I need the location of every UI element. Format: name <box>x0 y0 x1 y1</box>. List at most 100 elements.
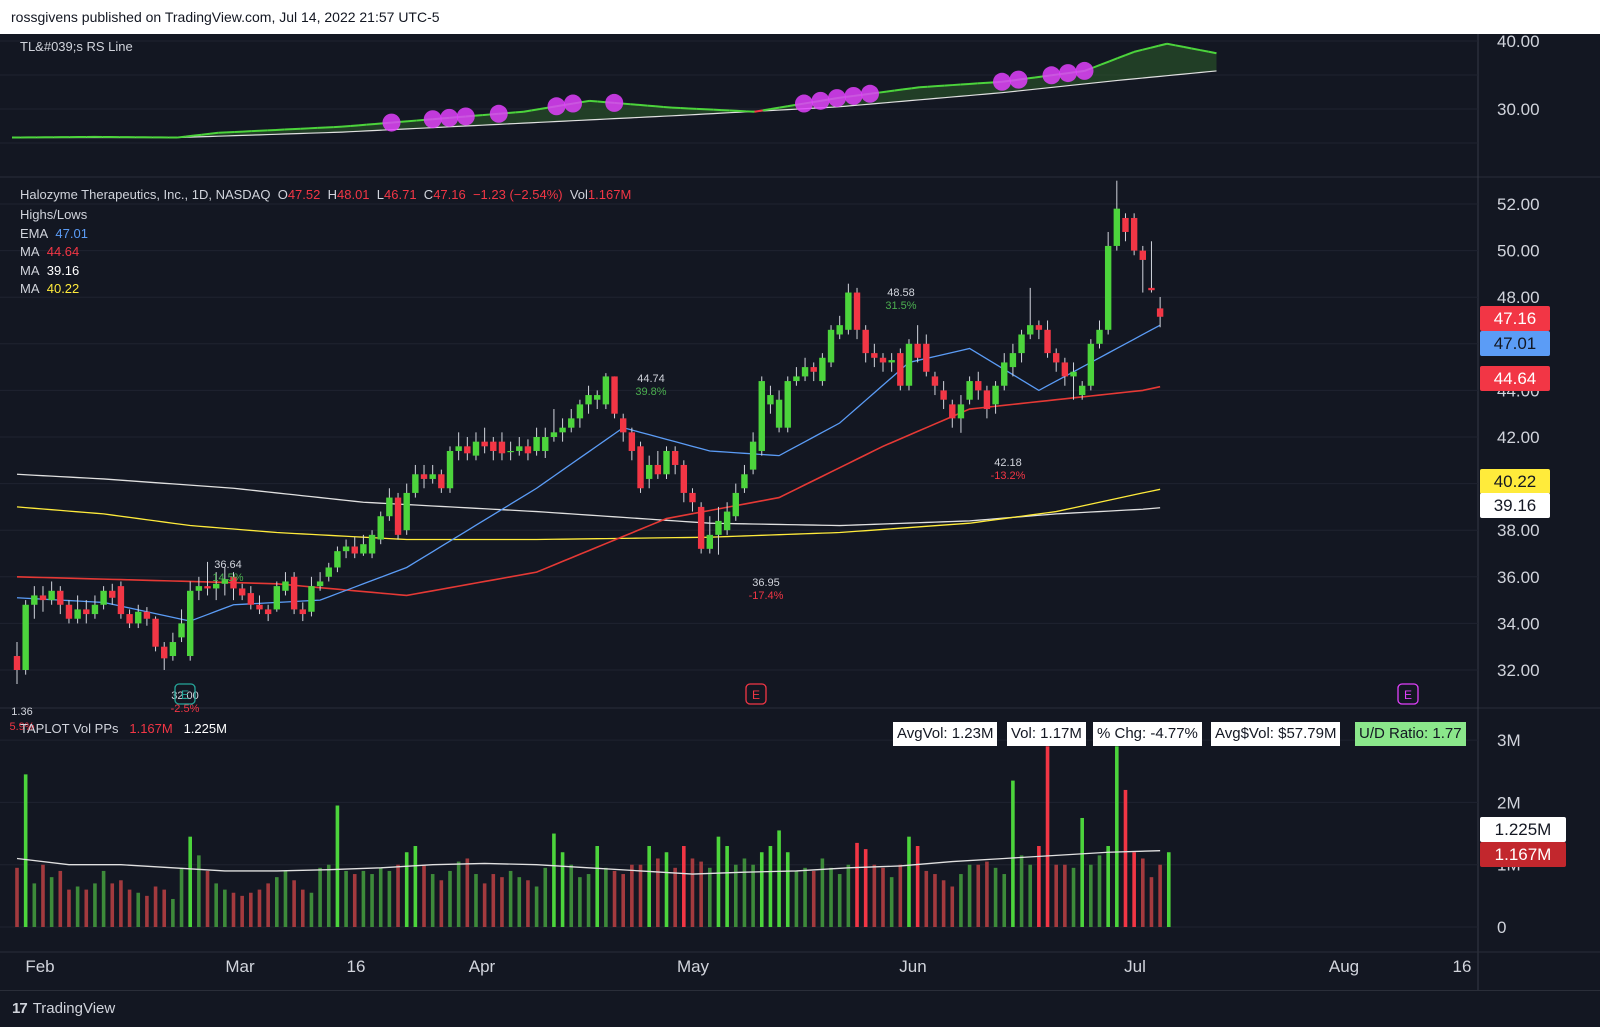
volume-bar <box>41 864 45 927</box>
volume-bar <box>171 898 175 927</box>
rs-line-segment <box>919 85 928 89</box>
candle-body <box>749 441 757 470</box>
candle-body <box>135 611 142 624</box>
volume-bar <box>941 880 946 927</box>
rs-new-high-marker <box>1075 61 1094 80</box>
candle-body <box>810 367 817 372</box>
candle-body <box>1061 362 1069 377</box>
candle-body <box>57 590 64 605</box>
candle-body <box>732 492 739 517</box>
candle-body <box>689 492 696 503</box>
volume-bar <box>699 861 703 927</box>
candle-body <box>949 404 956 419</box>
rs-line-segment <box>399 120 409 123</box>
candle-body <box>74 609 81 619</box>
rs-axis-tick: 40.00 <box>1497 34 1540 51</box>
volume-tag-box <box>1480 817 1566 842</box>
candle-body <box>238 588 246 596</box>
candle-body <box>1027 325 1034 335</box>
candle-body <box>368 534 376 554</box>
candle-body <box>126 614 133 624</box>
ma-white-line <box>16 473 1161 527</box>
rs-line-segment <box>1166 42 1176 47</box>
high-low-price-label: 1.36 <box>11 706 32 718</box>
high-low-price-label: 36.64 <box>214 559 242 571</box>
stat-avg-dollar-vol: Avg$Vol: $57.79M <box>1211 722 1341 746</box>
volume-bar <box>1106 846 1110 927</box>
volume-bar <box>621 874 625 927</box>
rs-line-segment <box>1150 44 1159 49</box>
rs-line-segment <box>506 111 516 115</box>
candle-body <box>680 464 688 493</box>
volume-bar <box>67 889 71 927</box>
candle-body <box>1053 353 1060 363</box>
rs-line-segment <box>374 122 384 125</box>
candle-body <box>429 474 436 479</box>
candle-body <box>1001 362 1008 386</box>
rs-line-pane[interactable] <box>11 42 1217 139</box>
volume-bar <box>1011 780 1015 927</box>
price-axis-tick: 48.00 <box>1497 288 1540 307</box>
candle-body <box>1096 329 1103 344</box>
candle-body <box>1044 329 1051 354</box>
volume-bar <box>1045 746 1050 927</box>
volume-bar <box>318 867 322 927</box>
earnings-marker-label: E <box>181 688 189 702</box>
rs-line-title: TL&#039;s RS Line <box>20 39 133 54</box>
candle-body <box>784 381 791 428</box>
tradingview-logo[interactable]: 17 TradingView <box>12 1000 115 1017</box>
rs-line-segment <box>754 109 763 113</box>
candle-body <box>360 544 367 554</box>
volume-bar <box>344 870 348 927</box>
volume-bar <box>612 870 617 927</box>
price-tag-box <box>1480 331 1550 356</box>
symbol-legend: Halozyme Therapeutics, Inc., 1D, NASDAQ … <box>20 187 631 202</box>
candle-body <box>1104 245 1112 330</box>
ma-red-line <box>16 385 1161 597</box>
indicator-ma-white: MA 39.16 <box>20 262 80 278</box>
candle-body <box>109 590 116 598</box>
volume-bar <box>231 892 236 927</box>
volume-bar <box>500 877 504 927</box>
candle-body <box>645 464 653 479</box>
volume-bar <box>630 864 634 927</box>
rs-line-segment <box>952 83 961 87</box>
publisher-header: rossgivens published on TradingView.com,… <box>0 0 1600 34</box>
candle-body <box>706 534 713 549</box>
low-value: 46.71 <box>384 187 417 202</box>
candle-body <box>966 381 973 400</box>
indicator-highs-lows: Highs/Lows <box>20 207 88 222</box>
candle-body <box>273 586 280 610</box>
rs-line-segment <box>638 103 648 107</box>
volume-bar <box>387 870 392 927</box>
candle-body <box>22 604 29 670</box>
rs-line-segment <box>358 123 367 127</box>
high-value: 48.01 <box>337 187 370 202</box>
tradingview-brand: TradingView <box>32 1000 116 1017</box>
volume-pane[interactable] <box>15 746 1171 927</box>
candle-body <box>221 579 229 584</box>
candle-body <box>819 357 826 382</box>
candle-body <box>446 450 454 489</box>
rs-new-high-marker <box>1059 64 1077 83</box>
volume-bar <box>846 864 851 927</box>
chart-canvas[interactable]: 1.365.9%32.00-2.5%36.6414.5%44.7439.8%36… <box>0 34 1600 990</box>
rs-line-segment <box>176 135 186 139</box>
volume-bar <box>197 855 201 927</box>
candle-body <box>1156 308 1164 317</box>
price-tag-box <box>1480 493 1550 518</box>
rs-new-high-marker <box>811 91 830 110</box>
candle-body <box>152 618 159 647</box>
rs-line-segment <box>1117 54 1127 60</box>
price-tag-value: 47.01 <box>1494 334 1537 353</box>
time-axis-tick: Jun <box>899 957 926 976</box>
candle-body <box>412 474 419 493</box>
candle-body <box>308 586 315 612</box>
volume-bar <box>1149 877 1154 927</box>
candle-body <box>299 609 306 615</box>
candle-body <box>888 360 895 363</box>
earnings-marker-label: E <box>752 688 760 702</box>
rs-line-segment <box>1026 76 1036 80</box>
volume-bar <box>733 864 738 927</box>
